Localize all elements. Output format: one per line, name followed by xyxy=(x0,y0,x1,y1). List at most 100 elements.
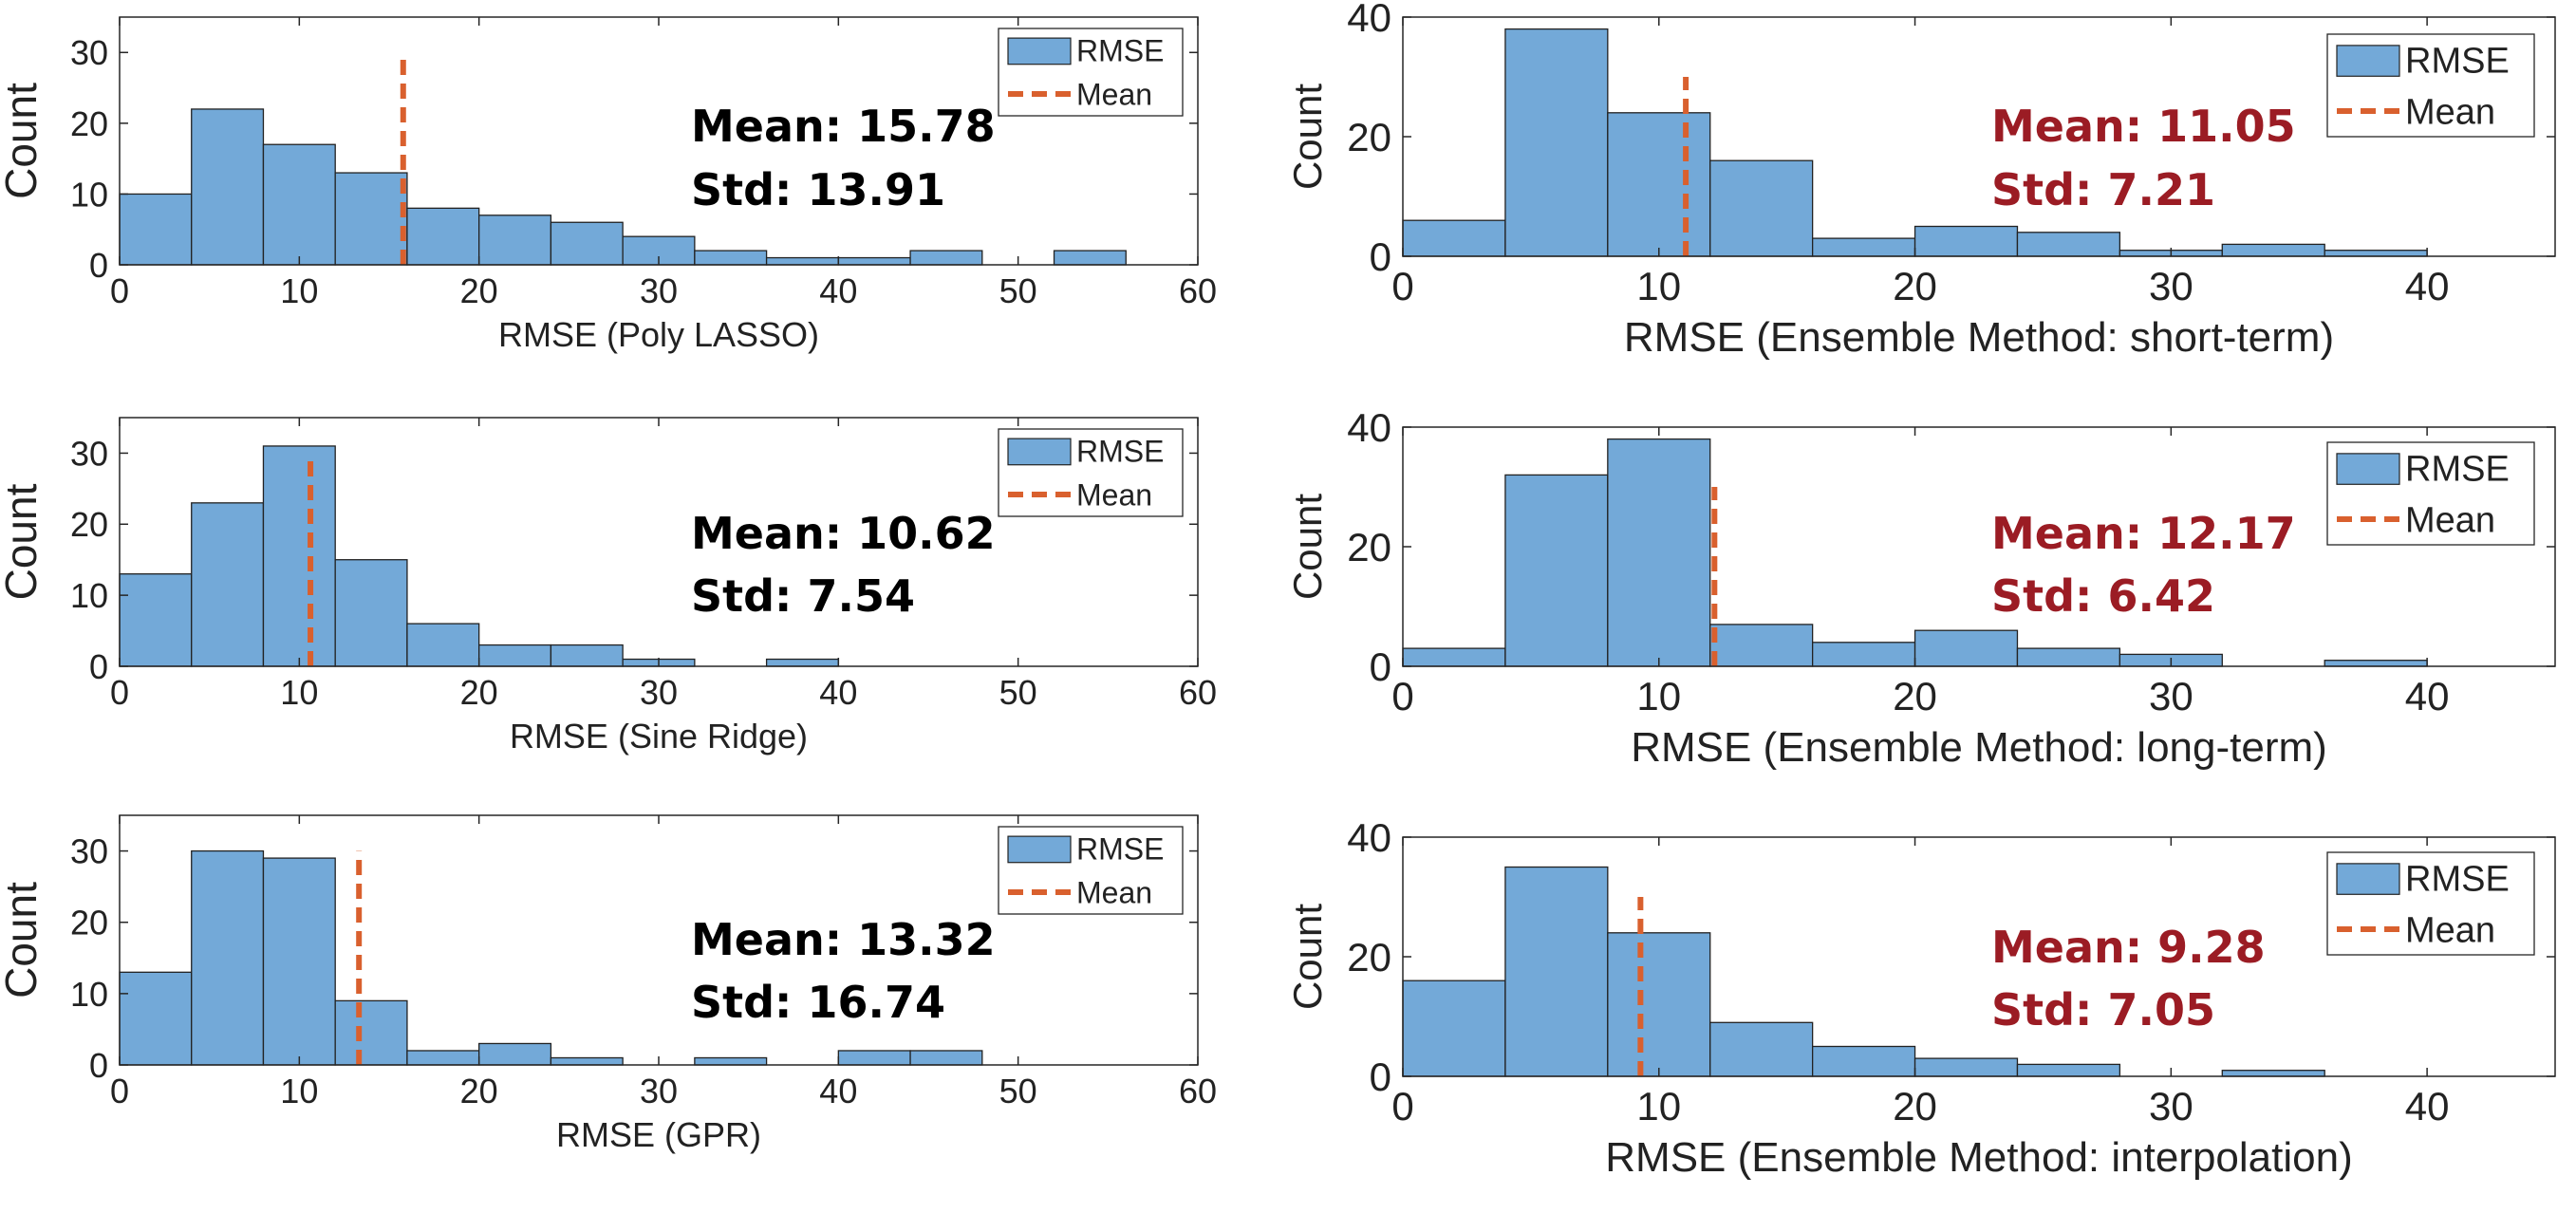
x-tick-label: 10 xyxy=(1636,674,1681,718)
y-tick-label: 20 xyxy=(70,904,108,942)
x-axis-label: RMSE (GPR) xyxy=(556,1115,761,1154)
histogram-bar xyxy=(1811,237,1916,257)
y-tick-label: 0 xyxy=(89,647,108,686)
y-axis-label: Count xyxy=(0,483,46,600)
x-tick-label: 10 xyxy=(1636,264,1681,308)
x-tick-label: 40 xyxy=(819,673,857,712)
legend-label-rmse: RMSE xyxy=(2405,450,2510,490)
x-tick-label: 20 xyxy=(460,1072,498,1110)
histogram-bar xyxy=(262,445,336,667)
histogram-bar xyxy=(550,644,624,667)
histogram-bar xyxy=(262,143,336,266)
y-axis-label: Count xyxy=(1285,84,1330,190)
x-tick-label: 10 xyxy=(280,1072,318,1110)
y-axis-label: Count xyxy=(1285,904,1330,1010)
histogram-bar xyxy=(334,559,408,667)
y-tick-label: 30 xyxy=(70,434,108,473)
histogram-bar xyxy=(2016,1063,2121,1077)
histogram-bar xyxy=(2221,1070,2325,1077)
legend-label-mean: Mean xyxy=(2405,501,2495,541)
legend-label-rmse: RMSE xyxy=(2405,860,2510,900)
histogram-bar xyxy=(1402,219,1506,257)
x-tick-label: 30 xyxy=(640,673,678,712)
histogram-bar xyxy=(550,1056,624,1066)
y-tick-label: 20 xyxy=(1347,115,1391,159)
legend: RMSE Mean xyxy=(2326,851,2535,956)
histogram-bar xyxy=(119,573,193,667)
histogram-bar xyxy=(1607,438,1711,667)
chart-right-top: 0 10 20 30 40 0 20 40 RMSE (Ensemble Method: sho… xyxy=(1285,0,2556,361)
y-axis-label: Count xyxy=(1285,494,1330,600)
histogram-bar xyxy=(1709,624,1814,667)
y-tick-label: 20 xyxy=(1347,525,1391,569)
x-tick-label: 0 xyxy=(110,1072,129,1110)
x-tick-label: 20 xyxy=(1893,1084,1937,1129)
histogram-bar xyxy=(1811,642,1916,667)
histogram-bar xyxy=(1913,225,2019,257)
histogram-bar xyxy=(1607,932,1711,1077)
histogram-bar xyxy=(2016,647,2121,667)
mean-annotation: Mean: 15.78 xyxy=(691,101,996,152)
legend: RMSE Mean xyxy=(998,428,1184,517)
histogram-bar xyxy=(2221,243,2325,257)
legend-label-rmse: RMSE xyxy=(1076,435,1164,469)
histogram-bar xyxy=(1709,159,1814,257)
y-tick-label: 0 xyxy=(89,1046,108,1085)
x-tick-label: 0 xyxy=(110,271,129,310)
legend: RMSE Mean xyxy=(2326,441,2535,546)
y-tick-label: 10 xyxy=(70,576,108,615)
histogram-bar xyxy=(837,1050,911,1066)
y-tick-label: 0 xyxy=(89,246,108,285)
legend: RMSE Mean xyxy=(2326,33,2535,138)
histogram-bar xyxy=(406,207,480,266)
histogram-bar xyxy=(478,215,552,266)
legend-swatch-rmse xyxy=(2336,863,2400,895)
x-axis-label: RMSE (Ensemble Method: interpolation) xyxy=(1605,1134,2352,1181)
x-tick-label: 30 xyxy=(2149,1084,2193,1129)
x-tick-label: 10 xyxy=(280,271,318,310)
x-tick-label: 30 xyxy=(640,1072,678,1110)
legend-swatch-rmse xyxy=(1007,37,1072,65)
x-tick-label: 40 xyxy=(819,271,857,310)
legend-label-mean: Mean xyxy=(2405,93,2495,133)
histogram-bar xyxy=(478,644,552,667)
x-tick-label: 50 xyxy=(999,673,1037,712)
histogram-bar xyxy=(1709,1021,1814,1077)
std-annotation: Std: 7.21 xyxy=(1991,164,2215,215)
histogram-bar xyxy=(765,658,839,667)
histogram-bar xyxy=(837,256,911,266)
std-annotation: Std: 6.42 xyxy=(1991,570,2215,622)
x-tick-label: 40 xyxy=(819,1072,857,1110)
y-tick-label: 10 xyxy=(70,175,108,214)
histogram-bar xyxy=(1607,112,1711,257)
legend-swatch-rmse xyxy=(1007,835,1072,864)
x-tick-label: 0 xyxy=(110,673,129,712)
mean-annotation: Mean: 11.05 xyxy=(1991,101,2296,152)
y-axis-label: Count xyxy=(0,83,46,199)
y-tick-label: 40 xyxy=(1347,815,1391,860)
x-tick-label: 40 xyxy=(2405,1084,2450,1129)
histogram-bar xyxy=(694,250,768,266)
histogram-bar xyxy=(191,108,265,266)
y-tick-label: 0 xyxy=(1370,234,1391,279)
mean-annotation: Mean: 10.62 xyxy=(691,508,996,559)
histogram-bar xyxy=(1913,1057,2019,1077)
y-axis-label: Count xyxy=(0,882,46,998)
x-tick-label: 60 xyxy=(1179,1072,1217,1110)
x-tick-label: 20 xyxy=(460,673,498,712)
x-axis-label: RMSE (Sine Ridge) xyxy=(510,717,808,756)
histogram-bar xyxy=(1504,866,1609,1077)
x-tick-label: 40 xyxy=(2405,264,2450,308)
x-tick-label: 30 xyxy=(640,271,678,310)
x-axis-label: RMSE (Ensemble Method: short-term) xyxy=(1624,314,2334,361)
legend-label-mean: Mean xyxy=(2405,911,2495,951)
y-tick-label: 20 xyxy=(70,104,108,143)
y-tick-label: 20 xyxy=(70,505,108,544)
histogram-bar xyxy=(909,1050,983,1066)
chart-left-top: 0 10 20 30 40 50 60 0 10 20 30 RMSE (Poly LASSO) Cou… xyxy=(0,16,1217,354)
y-tick-label: 40 xyxy=(1347,0,1391,40)
y-tick-label: 0 xyxy=(1370,1054,1391,1099)
x-tick-label: 50 xyxy=(999,1072,1037,1110)
histogram-bar xyxy=(1504,474,1609,667)
histogram-bar xyxy=(909,250,983,266)
